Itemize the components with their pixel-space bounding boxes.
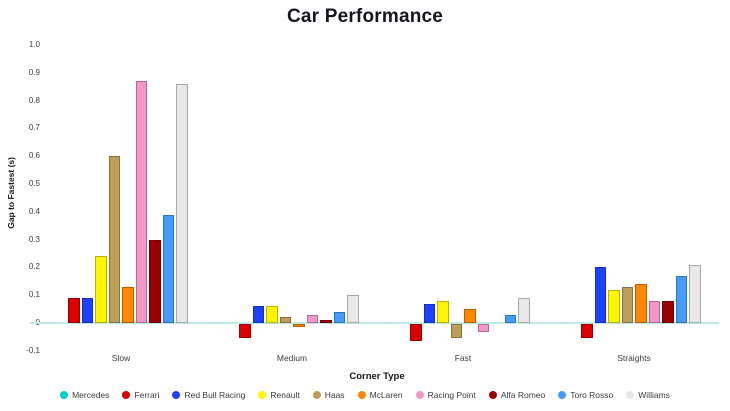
bar-alfa-romeo-straights bbox=[662, 300, 674, 323]
y-tick-0.3: 0.3 bbox=[28, 234, 40, 244]
y-tick-0.7: 0.7 bbox=[28, 123, 40, 133]
legend-item-renault: Renault bbox=[258, 390, 300, 400]
x-category-straights: Straights bbox=[617, 353, 651, 363]
legend-item-alfa-romeo: Alfa Romeo bbox=[488, 390, 546, 400]
legend-item-racing-point: Racing Point bbox=[415, 390, 476, 400]
legend-item-williams: Williams bbox=[626, 390, 670, 400]
legend-dot-red-bull-racing bbox=[172, 391, 181, 399]
legend-item-mercedes: Mercedes bbox=[60, 390, 109, 400]
legend-item-haas: Haas bbox=[312, 390, 345, 400]
legend-dot-racing-point bbox=[415, 391, 424, 399]
bar-red-bull-racing-slow bbox=[81, 298, 93, 323]
zero-gridline bbox=[30, 322, 719, 324]
bar-williams-straights bbox=[689, 264, 701, 323]
bar-alfa-romeo-slow bbox=[149, 239, 161, 323]
bar-haas-fast bbox=[450, 324, 462, 338]
bar-renault-straights bbox=[608, 289, 620, 323]
bar-alfa-romeo-medium bbox=[320, 320, 332, 323]
y-tick-0.6: 0.6 bbox=[28, 151, 40, 161]
bar-red-bull-racing-medium bbox=[252, 306, 264, 323]
bar-racing-point-straights bbox=[648, 300, 660, 323]
bar-mclaren-slow bbox=[122, 286, 134, 323]
legend-dot-mclaren bbox=[357, 391, 366, 399]
legend-dot-alfa-romeo bbox=[488, 391, 497, 399]
legend-dot-williams bbox=[626, 391, 635, 399]
legend-label-renault: Renault bbox=[270, 390, 300, 400]
bar-toro-rosso-straights bbox=[675, 275, 687, 323]
legend-item-toro-rosso: Toro Rosso bbox=[558, 390, 613, 400]
bar-williams-slow bbox=[176, 83, 188, 323]
bar-toro-rosso-slow bbox=[162, 214, 174, 323]
bar-racing-point-fast bbox=[477, 324, 489, 333]
y-tick--0.1: -0.1 bbox=[26, 345, 40, 355]
bar-renault-fast bbox=[437, 300, 449, 323]
bar-haas-slow bbox=[108, 156, 120, 323]
y-tick-0.9: 0.9 bbox=[28, 67, 40, 77]
x-category-medium: Medium bbox=[276, 353, 308, 363]
legend-item-mclaren: McLaren bbox=[357, 390, 403, 400]
bar-williams-fast bbox=[518, 298, 530, 323]
y-tick-0.2: 0.2 bbox=[28, 262, 40, 272]
x-axis-label: Corner Type bbox=[349, 371, 405, 382]
bar-racing-point-slow bbox=[135, 81, 147, 323]
bar-williams-medium bbox=[347, 295, 359, 323]
bar-toro-rosso-fast bbox=[504, 314, 516, 323]
legend-dot-haas bbox=[312, 391, 321, 399]
bar-ferrari-straights bbox=[581, 324, 593, 338]
bar-haas-straights bbox=[621, 286, 633, 323]
legend-label-alfa-romeo: Alfa Romeo bbox=[500, 390, 546, 400]
y-axis-label: Gap to Fastest (s) bbox=[6, 157, 16, 229]
legend-label-mclaren: McLaren bbox=[369, 390, 403, 400]
legend-dot-mercedes bbox=[60, 391, 69, 399]
x-category-fast: Fast bbox=[454, 353, 472, 363]
y-tick-0.8: 0.8 bbox=[28, 95, 40, 105]
bar-haas-medium bbox=[279, 317, 291, 323]
legend-label-williams: Williams bbox=[638, 390, 670, 400]
legend-item-ferrari: Ferrari bbox=[122, 390, 159, 400]
legend-label-ferrari: Ferrari bbox=[134, 390, 160, 400]
legend-label-toro-rosso: Toro Rosso bbox=[570, 390, 614, 400]
legend-dot-ferrari bbox=[122, 391, 131, 399]
bar-mclaren-straights bbox=[635, 284, 647, 323]
legend-dot-toro-rosso bbox=[558, 391, 567, 399]
legend-label-red-bull-racing: Red Bull Racing bbox=[184, 390, 246, 400]
legend-item-red-bull-racing: Red Bull Racing bbox=[172, 390, 245, 400]
bar-ferrari-slow bbox=[68, 298, 80, 323]
chart-legend: Mercedes Ferrari Red Bull Racing Renault Haa… bbox=[0, 390, 730, 400]
legend-label-racing-point: Racing Point bbox=[427, 390, 476, 400]
bar-ferrari-medium bbox=[239, 324, 251, 338]
bar-renault-medium bbox=[266, 306, 278, 323]
legend-label-haas: Haas bbox=[324, 390, 345, 400]
bar-ferrari-fast bbox=[410, 324, 422, 341]
y-tick-0.4: 0.4 bbox=[28, 206, 40, 216]
bar-mclaren-fast bbox=[464, 309, 476, 323]
y-tick-0.5: 0.5 bbox=[28, 179, 40, 188]
bar-racing-point-medium bbox=[306, 314, 318, 323]
x-category-slow: Slow bbox=[111, 353, 131, 363]
legend-label-mercedes: Mercedes bbox=[72, 390, 110, 400]
bar-red-bull-racing-straights bbox=[594, 267, 606, 323]
y-tick-1.0: 1.0 bbox=[28, 40, 40, 49]
bar-renault-slow bbox=[95, 256, 107, 323]
bar-mclaren-medium bbox=[293, 324, 305, 327]
legend-dot-renault bbox=[258, 391, 267, 399]
bar-toro-rosso-medium bbox=[333, 311, 345, 323]
y-tick-0.1: 0.1 bbox=[28, 290, 40, 300]
bar-red-bull-racing-fast bbox=[423, 303, 435, 323]
chart-title: Car Performance bbox=[286, 6, 444, 27]
